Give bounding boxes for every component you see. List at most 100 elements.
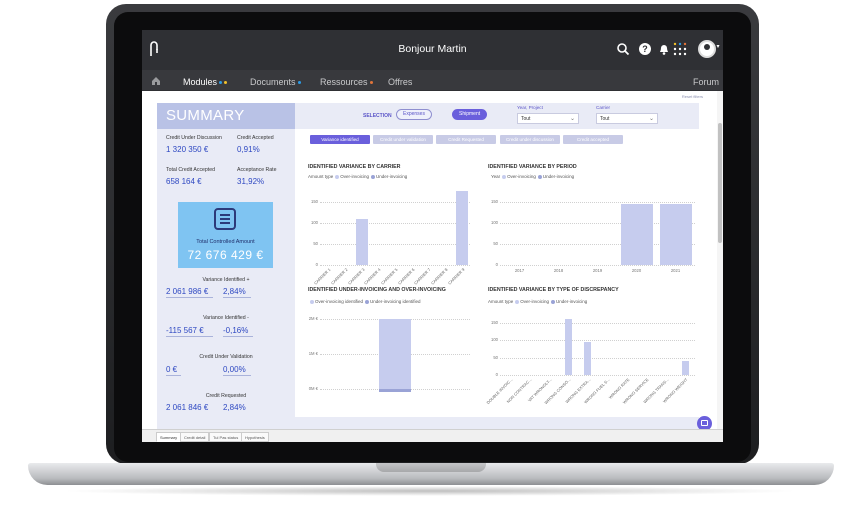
underline — [223, 297, 251, 298]
tab-tul-pas-status[interactable]: Tul Pas status — [209, 432, 243, 442]
chart-title: IDENTIFIED VARIANCE BY PERIOD — [488, 164, 577, 170]
x-tick-label: 2019 — [592, 268, 603, 273]
legend-over-identified: Over-invoicing identified — [315, 299, 364, 304]
report-canvas: Reset filters SUMMARY SELECTION Expenses… — [142, 91, 723, 442]
y-tick-label: 100 — [491, 219, 498, 225]
chevron-down-icon[interactable]: ▾ — [716, 44, 720, 50]
app-logo[interactable] — [148, 41, 162, 57]
bar-under-invoicing — [379, 388, 411, 393]
year-project-dropdown[interactable]: Tout ⌄ — [517, 113, 579, 124]
app-screen: Bonjour Martin ? ▾ Modul — [142, 30, 723, 442]
x-tick-label: 2021 — [670, 268, 681, 273]
top-bar: Bonjour Martin ? ▾ — [142, 30, 723, 70]
filter-variance-identified[interactable]: Variance identified — [310, 135, 370, 144]
reset-filters-link[interactable]: Reset filters — [681, 94, 703, 99]
nav-modules[interactable]: Modules — [183, 77, 228, 87]
nav-dot — [297, 81, 301, 85]
bar — [620, 203, 653, 265]
y-tick-label: 0 — [495, 372, 498, 377]
kpi-label: Credit Under Discussion — [166, 135, 222, 141]
chevron-down-icon: ⌄ — [569, 116, 575, 122]
chart-title: IDENTIFIED VARIANCE BY CARRIER — [308, 164, 401, 170]
legend-under: Under-invoicing — [376, 174, 408, 179]
scrollbar-thumb[interactable] — [718, 123, 722, 243]
gridline — [320, 265, 470, 266]
home-icon[interactable] — [151, 76, 161, 86]
tab-hypothesis[interactable]: Hypothesis — [241, 432, 269, 442]
underline — [223, 336, 253, 337]
user-avatar[interactable] — [698, 40, 716, 58]
search-icon[interactable] — [616, 42, 630, 56]
kpi-value: 1 320 350 € — [166, 145, 209, 154]
legend-dot — [551, 299, 556, 304]
nav-documents[interactable]: Documents — [250, 77, 301, 87]
x-tick-label: 2017 — [514, 268, 525, 273]
x-tick-label: CARRIER 9 — [446, 267, 466, 286]
kpi-label: Acceptance Rate — [237, 167, 277, 173]
nav-forum-label: Forum — [693, 77, 720, 87]
total-controlled-card: Total Controlled Amount 72 676 429 € — [178, 202, 273, 268]
nav-dot — [224, 81, 228, 85]
filter-credit-under-validation[interactable]: Credit under validation — [373, 135, 433, 144]
vertical-scrollbar[interactable] — [717, 91, 723, 429]
kpi-value: -0,16% — [223, 326, 249, 335]
filter-credit-accepted[interactable]: Credit accepted — [563, 135, 623, 144]
y-tick-label: 50 — [493, 240, 498, 246]
kpi-label: Credit Requested — [205, 393, 247, 399]
kpi-value: 2,84% — [223, 287, 246, 296]
nav-dot — [369, 81, 373, 85]
gridline — [320, 201, 470, 203]
summary-header: SUMMARY — [157, 103, 295, 129]
shipment-toggle[interactable]: Shipment — [452, 109, 488, 120]
kpi-label: Variance Identified - — [203, 315, 249, 321]
nav-documents-label: Documents — [250, 77, 296, 87]
total-controlled-value: 72 676 429 € — [187, 248, 264, 262]
bar — [455, 191, 468, 265]
y-tick-label: 150 — [491, 319, 498, 325]
filter-credit-under-discussion[interactable]: Credit under discussion — [500, 135, 560, 144]
legend-dot — [335, 174, 340, 179]
filter-credit-requested[interactable]: Credit Requested — [436, 135, 496, 144]
kpi-panel: Credit Under Discussion 1 320 350 € Cred… — [157, 129, 295, 417]
legend-dot — [537, 174, 542, 179]
kpi-label: Credit Accepted — [237, 135, 274, 141]
legend-title: Amount type — [488, 299, 514, 304]
kpi-value: 0,91% — [237, 145, 260, 154]
legend-dot — [515, 299, 520, 304]
y-tick-label: 0 — [315, 262, 318, 267]
tab-credit-detail[interactable]: Credit detail — [180, 432, 210, 442]
chart-legend: Amount type Over-invoicing Under-invoicing — [308, 174, 407, 179]
nav-ressources[interactable]: Ressources — [320, 77, 373, 87]
tab-summary[interactable]: Summary — [156, 432, 182, 442]
gridline — [500, 357, 695, 359]
y-tick-label: 1M € — [308, 351, 318, 356]
nav-offres[interactable]: Offres — [388, 77, 412, 87]
apps-grid-icon[interactable] — [673, 41, 687, 57]
nav-dot — [219, 81, 223, 85]
legend-under-identified: Under-invoicing identified — [370, 299, 421, 304]
expenses-toggle[interactable]: Expenses — [396, 109, 432, 120]
underline — [166, 336, 213, 337]
kpi-label: Credit Under Validation — [199, 354, 253, 360]
legend-dot — [365, 299, 370, 304]
checklist-line — [220, 218, 230, 220]
bar — [584, 342, 592, 375]
x-tick-label: CARRIER 7 — [413, 267, 432, 286]
nav-offres-label: Offres — [388, 77, 413, 87]
carrier-value: Tout — [600, 116, 610, 122]
year-project-value: Tout — [521, 116, 531, 122]
shipment-label: Shipment — [459, 111, 481, 117]
gridline — [500, 375, 695, 376]
bar — [564, 319, 572, 375]
bell-icon[interactable] — [657, 42, 671, 56]
help-icon[interactable]: ? — [638, 42, 652, 56]
carrier-dropdown[interactable]: Tout ⌄ — [596, 113, 658, 124]
gridline — [500, 322, 695, 324]
kpi-label: Total Credit Accepted — [166, 167, 216, 173]
nav-forum[interactable]: Forum — [693, 77, 719, 87]
legend-under: Under-invoicing — [556, 299, 588, 304]
underline — [223, 375, 251, 376]
gridline — [500, 243, 695, 245]
chat-button[interactable] — [697, 416, 712, 431]
y-tick-label: 150 — [491, 198, 498, 204]
